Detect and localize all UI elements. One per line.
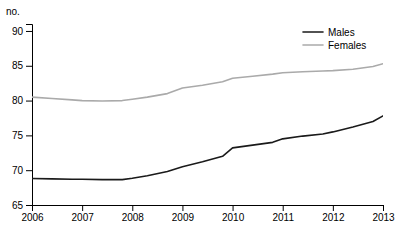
tick-label: 2006	[21, 212, 44, 223]
legend-entry: Females	[303, 40, 366, 51]
tick-mark	[26, 66, 32, 67]
tick: 2006	[21, 205, 44, 223]
tick: 2010	[222, 205, 245, 223]
tick: 2013	[372, 205, 395, 223]
tick-mark	[82, 205, 83, 211]
tick-label: 70	[12, 165, 24, 176]
legend-swatch	[303, 31, 323, 33]
tick: 80	[12, 95, 32, 106]
legend-entry: Males	[303, 27, 355, 38]
tick: 2007	[72, 205, 95, 223]
tick-mark	[182, 205, 183, 211]
tick-mark	[26, 135, 32, 136]
tick-label: 2010	[222, 212, 245, 223]
tick-mark	[333, 205, 334, 211]
tick-label: 2009	[172, 212, 195, 223]
tick-mark	[132, 205, 133, 211]
tick-label: 2013	[372, 212, 395, 223]
tick-label: 80	[12, 95, 24, 106]
y-axis: 65 70 75 80 85 90	[12, 25, 33, 211]
tick: 2008	[122, 205, 145, 223]
tick: 2009	[172, 205, 195, 223]
tick-label: 65	[12, 200, 24, 211]
series-line	[32, 64, 383, 101]
tick-label: 2012	[322, 212, 345, 223]
tick-mark	[26, 205, 32, 206]
legend-swatch	[303, 44, 323, 46]
tick: 65	[12, 200, 32, 211]
legend-label: Males	[328, 27, 355, 38]
tick-mark	[26, 31, 32, 32]
tick: 2011	[272, 205, 294, 223]
axis-line	[33, 206, 384, 212]
series-line	[32, 116, 383, 180]
legend-label: Females	[328, 40, 366, 51]
tick-label: 2007	[72, 212, 95, 223]
tick-mark	[26, 170, 32, 171]
tick: 70	[12, 165, 32, 176]
tick: 75	[12, 130, 32, 141]
tick-mark	[233, 205, 234, 211]
y-axis-label: no.	[6, 6, 20, 17]
x-axis: 2006 2007 2008 2009 2010 2011 2012 2013	[21, 205, 395, 223]
tick-mark	[26, 101, 32, 102]
tick-label: 2011	[272, 212, 294, 223]
tick-label: 2008	[122, 212, 145, 223]
series-group	[32, 64, 383, 180]
chart: 2006 2007 2008 2009 2010 2011 2012 2013 65 70 75 80…	[0, 0, 397, 227]
tick: 2012	[322, 205, 345, 223]
tick-label: 75	[12, 130, 24, 141]
plot: 2006 2007 2008 2009 2010 2011 2012 2013 65 70 75 80…	[12, 25, 395, 224]
axis-line	[26, 25, 33, 206]
tick: 85	[12, 60, 32, 71]
legend: Males Females	[303, 27, 366, 51]
tick-mark	[283, 205, 284, 211]
tick-label: 90	[12, 26, 24, 37]
tick-mark	[383, 205, 384, 211]
tick: 90	[12, 26, 32, 37]
tick-label: 85	[12, 60, 24, 71]
